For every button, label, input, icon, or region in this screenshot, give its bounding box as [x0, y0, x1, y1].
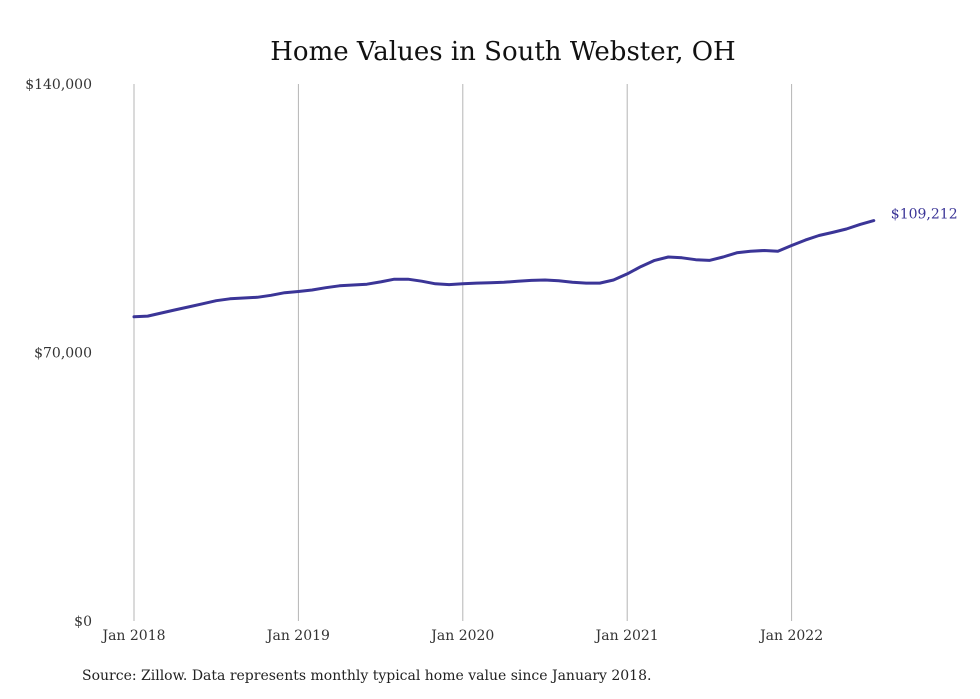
y-tick-label: $70,000 — [34, 346, 92, 362]
data-point-2022-07 — [872, 219, 875, 222]
data-point-2021-10 — [749, 250, 752, 253]
data-point-2022-05 — [845, 228, 848, 231]
x-tick-label: Jan 2018 — [100, 628, 165, 644]
data-point-2020-06 — [530, 279, 533, 282]
data-point-2018-11 — [270, 294, 273, 297]
data-point-2018-10 — [256, 296, 259, 299]
series-line-home-value — [132, 219, 876, 319]
vertical-gridlines — [133, 84, 793, 621]
y-axis-tick-labels: $0 $70,000 $140,000 — [25, 77, 92, 630]
data-point-2021-01 — [626, 272, 629, 275]
data-point-2021-06 — [694, 258, 697, 261]
data-point-2018-06 — [201, 302, 204, 305]
data-point-2020-04 — [502, 281, 505, 284]
y-tick-label: $140,000 — [25, 77, 92, 93]
data-point-2020-01 — [461, 282, 464, 285]
data-point-2020-05 — [516, 280, 519, 283]
data-point-2020-09 — [571, 281, 574, 284]
data-point-2022-02 — [804, 239, 807, 242]
x-axis-tick-labels: Jan 2018 Jan 2019 Jan 2020 Jan 2021 Jan 2022 — [100, 628, 823, 644]
data-point-2022-01 — [790, 244, 793, 247]
y-tick-label: $0 — [74, 614, 92, 630]
data-point-2021-09 — [735, 251, 738, 254]
data-point-2019-02 — [311, 289, 314, 292]
data-point-2018-03 — [160, 312, 163, 315]
data-point-2020-10 — [585, 282, 588, 285]
data-point-2019-09 — [407, 278, 410, 281]
data-point-2021-07 — [708, 259, 711, 262]
data-point-2020-07 — [544, 279, 547, 282]
data-point-2019-07 — [379, 280, 382, 283]
data-point-2021-11 — [763, 249, 766, 252]
data-point-2020-08 — [557, 279, 560, 282]
data-point-2022-06 — [859, 223, 862, 226]
data-point-2018-02 — [146, 315, 149, 318]
data-point-2018-05 — [187, 305, 190, 308]
data-point-2018-01 — [133, 315, 136, 318]
data-point-2019-04 — [338, 284, 341, 287]
data-point-2019-12 — [448, 283, 451, 286]
data-point-2019-08 — [393, 278, 396, 281]
series-points — [133, 219, 876, 318]
data-point-2021-04 — [667, 256, 670, 259]
x-tick-label: Jan 2021 — [594, 628, 659, 644]
data-point-2019-10 — [420, 280, 423, 283]
data-point-2019-06 — [365, 283, 368, 286]
data-point-2019-05 — [352, 284, 355, 287]
data-point-2021-08 — [722, 256, 725, 259]
data-point-2018-09 — [242, 297, 245, 300]
x-tick-label: Jan 2022 — [758, 628, 823, 644]
x-tick-label: Jan 2019 — [265, 628, 330, 644]
data-point-2020-12 — [612, 279, 615, 282]
data-point-2021-02 — [639, 265, 642, 268]
data-point-2018-04 — [174, 308, 177, 311]
data-point-2019-03 — [324, 286, 327, 289]
data-point-2020-11 — [598, 282, 601, 285]
data-point-2022-04 — [831, 231, 834, 234]
data-point-2022-03 — [818, 234, 821, 237]
data-point-2019-11 — [434, 282, 437, 285]
data-point-2020-02 — [475, 282, 478, 285]
x-tick-label: Jan 2020 — [429, 628, 494, 644]
data-point-2020-03 — [489, 281, 492, 284]
data-point-2021-03 — [653, 259, 656, 262]
data-point-2018-12 — [283, 291, 286, 294]
chart-title: Home Values in South Webster, OH — [270, 37, 735, 67]
data-point-2018-07 — [215, 299, 218, 302]
source-note: Source: Zillow. Data represents monthly … — [82, 668, 652, 684]
data-point-2019-01 — [297, 290, 300, 293]
data-point-2021-05 — [681, 256, 684, 259]
data-point-2021-12 — [776, 250, 779, 253]
end-value-label: $109,212 — [891, 207, 958, 223]
data-point-2018-08 — [228, 297, 231, 300]
